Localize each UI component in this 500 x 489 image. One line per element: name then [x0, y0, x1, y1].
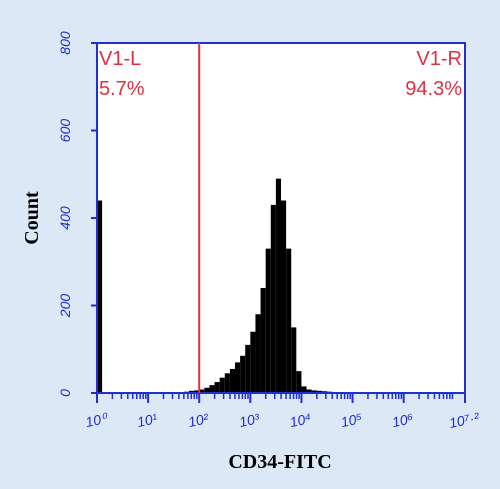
- histogram-bar: [306, 389, 312, 393]
- x-tick-label: 10⁴: [288, 410, 312, 430]
- histogram-bar: [311, 390, 317, 393]
- histogram-bar: [214, 382, 220, 393]
- histogram-bar: [199, 389, 205, 393]
- histogram-bar: [291, 327, 297, 393]
- histogram-bar: [97, 200, 103, 393]
- x-axis-label: CD34-FITC: [228, 451, 331, 473]
- histogram-bar: [240, 355, 246, 393]
- histogram-bar: [265, 248, 271, 393]
- histogram-bar: [286, 248, 292, 393]
- x-tick-label: 10¹: [136, 410, 159, 430]
- x-tick-label: 10⁶: [391, 410, 415, 430]
- histogram-bar: [280, 200, 287, 393]
- y-tick-label: 600: [57, 119, 73, 143]
- y-axis-label: Count: [21, 191, 43, 245]
- histogram-bar: [301, 386, 307, 393]
- histogram-bar: [235, 362, 241, 393]
- x-tick-label: 10⁷·²: [448, 409, 482, 431]
- x-tick-label: 10²: [187, 410, 211, 430]
- y-tick-label: 800: [57, 31, 73, 55]
- gate-left-percent: 5.7%: [99, 78, 145, 100]
- histogram-bar: [255, 314, 261, 393]
- histogram-bar: [245, 344, 251, 393]
- y-tick-label: 0: [57, 389, 73, 397]
- x-tick-label: 10⁰: [84, 410, 110, 431]
- histogram-bar: [260, 288, 266, 393]
- histogram-bar: [275, 178, 281, 393]
- gate-right-name: V1-R: [416, 48, 462, 70]
- histogram-bar: [219, 377, 225, 393]
- histogram-bar: [270, 204, 276, 393]
- histogram-bar: [296, 371, 302, 393]
- x-tick-label: 10³: [238, 410, 261, 430]
- histogram-bar: [194, 390, 200, 393]
- histogram-bar: [229, 368, 236, 393]
- gate-left-name: V1-L: [99, 48, 141, 70]
- y-tick-label: 400: [57, 206, 73, 230]
- y-tick-label: 200: [57, 294, 73, 319]
- histogram-bar: [209, 385, 215, 393]
- histogram-bar: [316, 390, 322, 393]
- histogram-bar: [224, 373, 230, 393]
- histogram-bar: [189, 390, 195, 393]
- histogram-bar: [204, 387, 210, 393]
- histogram-bar: [250, 331, 256, 393]
- gate-right-percent: 94.3%: [405, 78, 462, 100]
- x-tick-label: 10⁵: [339, 410, 363, 430]
